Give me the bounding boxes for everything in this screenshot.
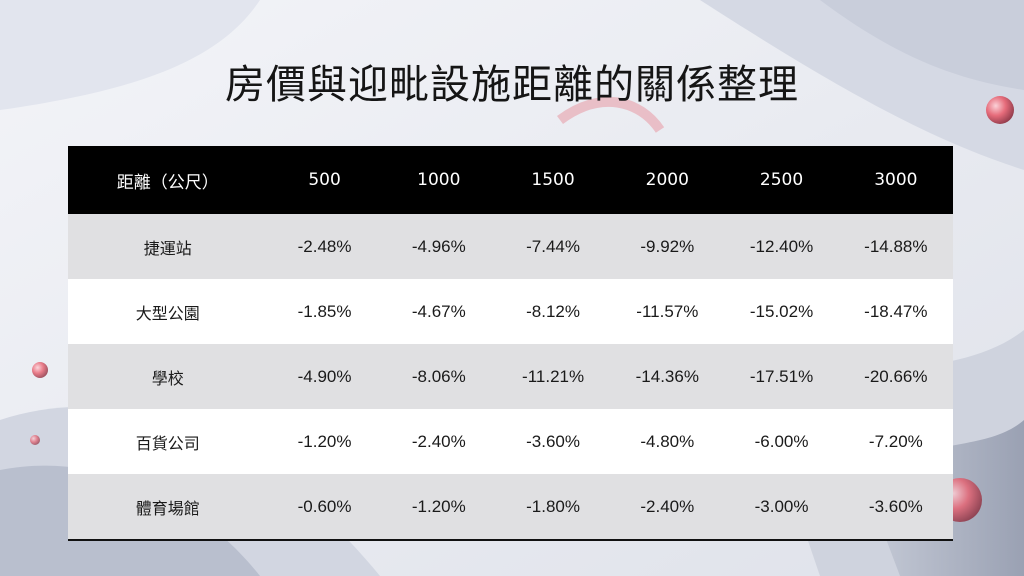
table-cell: -1.20%	[297, 431, 352, 451]
table-row: 學校 -4.90% -8.06% -11.21% -14.36% -17.51%…	[68, 344, 953, 409]
table-cell: -20.66%	[864, 366, 928, 386]
table-cell: -14.36%	[635, 366, 699, 386]
table-header-row: 距離（公尺） 500 1000 1500 2000 2500 3000	[68, 146, 953, 214]
header-cell: 2500	[759, 170, 804, 190]
table-cell: -2.40%	[640, 496, 695, 516]
row-label: 捷運站	[143, 238, 192, 258]
table-row: 大型公園 -1.85% -4.67% -8.12% -11.57% -15.02…	[68, 279, 953, 344]
table-cell: -17.51%	[749, 366, 814, 386]
table-cell: -3.60%	[526, 431, 580, 451]
table-cell: -3.60%	[868, 496, 923, 516]
table-cell: -2.48%	[297, 236, 352, 256]
table-cell: -11.57%	[636, 301, 699, 321]
table-row: 體育場館 -0.60% -1.20% -1.80% -2.40% -3.00% …	[68, 474, 953, 539]
table-cell: -8.12%	[526, 301, 580, 321]
header-label: 距離（公尺）	[116, 172, 219, 193]
table-cell: -14.88%	[864, 236, 928, 256]
header-cell: 500	[308, 170, 341, 190]
table-cell: -4.90%	[297, 366, 352, 386]
header-cell: 1000	[417, 170, 461, 190]
table-cell: -12.40%	[749, 236, 814, 256]
table-cell: -8.06%	[411, 366, 466, 386]
table-row: 百貨公司 -1.20% -2.40% -3.60% -4.80% -6.00% …	[68, 409, 953, 474]
table-cell: -2.40%	[411, 431, 466, 451]
table-cell: -1.80%	[526, 496, 580, 516]
row-label: 體育場館	[135, 498, 200, 518]
row-label: 學校	[151, 368, 184, 388]
table-cell: -9.92%	[640, 236, 695, 256]
table-cell: -11.21%	[522, 366, 585, 386]
table-cell: -1.20%	[411, 496, 466, 516]
table-cell: -4.67%	[411, 301, 466, 321]
table-cell: -6.00%	[754, 431, 809, 451]
table-cell: -15.02%	[749, 301, 814, 321]
page-title: 房價與迎毗設施距離的關係整理	[225, 62, 799, 108]
header-cell: 1500	[531, 170, 575, 190]
table-cell: -18.47%	[864, 301, 928, 321]
table-cell: -4.96%	[411, 236, 466, 256]
distance-price-table: 距離（公尺） 500 1000 1500 2000 2500 3000 捷運站 …	[68, 146, 953, 541]
header-cell: 2000	[645, 170, 689, 190]
table-cell: -4.80%	[640, 431, 695, 451]
table-cell: -3.00%	[754, 496, 809, 516]
row-label: 大型公園	[135, 303, 200, 323]
table-cell: -1.85%	[297, 301, 352, 321]
table-cell: -7.20%	[868, 431, 923, 451]
row-label: 百貨公司	[135, 433, 200, 453]
header-cell: 3000	[874, 170, 918, 190]
table-cell: -7.44%	[526, 236, 580, 256]
table-row: 捷運站 -2.48% -4.96% -7.44% -9.92% -12.40% …	[68, 214, 953, 279]
table-cell: -0.60%	[297, 496, 352, 516]
